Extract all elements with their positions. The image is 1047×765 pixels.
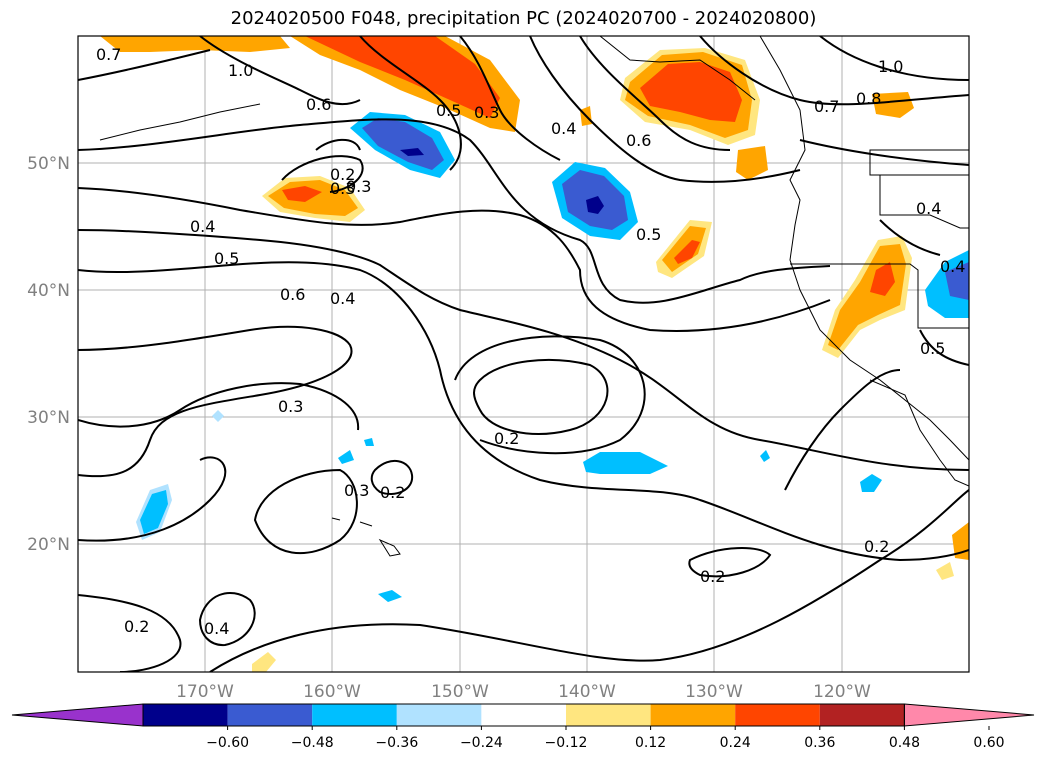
map-plot-area: 0.7 1.0 0.6 0.3 0.5 0.3 0.4 0.6 0.7 0.8 …: [78, 36, 969, 672]
lon-tick-label: 160°W: [303, 682, 361, 702]
positive-anomalies: [100, 36, 969, 672]
contour-label: 0.3: [278, 397, 303, 416]
contour-label: 0.2: [864, 537, 889, 556]
contour-label: 0.7: [96, 45, 121, 64]
colorbar-arrow-left: [11, 703, 144, 727]
lat-tick-label: 30°N: [27, 408, 70, 428]
negative-anomalies: [136, 112, 969, 602]
contour-label: 0.7: [814, 97, 839, 116]
colorbar-tick-label: −0.48: [291, 735, 334, 751]
contour-label: 0.2: [494, 429, 519, 448]
lon-tick-label: 130°W: [685, 682, 743, 702]
colorbar-segment: [650, 704, 736, 726]
contour-label: 0.4: [551, 119, 576, 138]
colorbar-segment: [143, 704, 228, 726]
lon-tick-label: 140°W: [558, 682, 616, 702]
colorbar-segment: [481, 704, 566, 726]
contour-label-group: 0.7 1.0 0.6 0.3 0.5 0.3 0.4 0.6 0.7 0.8 …: [96, 45, 965, 638]
contour-label: 0.3: [330, 179, 355, 198]
colorbar-segment: [819, 704, 905, 726]
lat-tick-label: 40°N: [27, 281, 70, 301]
contour-label: 0.3: [344, 481, 369, 500]
contour-label: 0.6: [626, 131, 651, 150]
lon-tick-label: 120°W: [813, 682, 871, 702]
contour-label: 0.3: [346, 177, 371, 196]
contour-label: 0.4: [916, 199, 941, 218]
colorbar-segment: [396, 704, 482, 726]
contour-label: 0.2: [380, 483, 405, 502]
colorbar-tick-label: 0.12: [635, 735, 666, 751]
lat-tick-label: 50°N: [27, 154, 70, 174]
colorbar-segment: [566, 704, 651, 726]
colorbar-tick-label: −0.60: [206, 735, 249, 751]
colorbar-arrow-right: [903, 703, 1035, 727]
contour-label: 0.3: [474, 103, 499, 122]
colorbar-tick-label: −0.24: [460, 735, 503, 751]
lon-tick-label: 170°W: [176, 682, 234, 702]
contour-label: 0.5: [636, 225, 661, 244]
colorbar: −0.60 −0.48 −0.36 −0.24 −0.12 0.12 0.24 0.36 0.4…: [11, 703, 1035, 751]
colorbar-frame: [142, 703, 905, 727]
colorbar-tick-label: −0.36: [375, 735, 418, 751]
contour-label: 0.5: [214, 249, 239, 268]
plot-frame: [77, 35, 970, 673]
coastlines: [99, 36, 969, 557]
lon-tick-label: 150°W: [431, 682, 489, 702]
lat-tick-label: 20°N: [27, 535, 70, 555]
gridlines: [78, 36, 969, 672]
contour-label: 0.4: [330, 289, 355, 308]
colorbar-tick-label: 0.24: [720, 735, 751, 751]
contour-label: 0.8: [856, 89, 881, 108]
contour-label: 0.6: [280, 285, 305, 304]
contour-label: 1.0: [228, 61, 253, 80]
contour-label: 0.5: [436, 101, 461, 120]
colorbar-tick-label: 0.48: [889, 735, 920, 751]
colorbar-tick-label: 0.36: [804, 735, 835, 751]
contour-label: 0.2: [330, 165, 355, 184]
contour-label: 0.4: [940, 257, 965, 276]
colorbar-segment: [312, 704, 397, 726]
map-title: 2024020500 F048, precipitation PC (20240…: [230, 8, 817, 29]
colorbar-segment: [735, 704, 820, 726]
colorbar-segment: [227, 704, 313, 726]
contour-label: 0.5: [920, 339, 945, 358]
contour-label: 0.6: [306, 95, 331, 114]
contour-label: 0.4: [190, 217, 215, 236]
contour-label: 1.0: [878, 57, 903, 76]
contour-label: 0.2: [700, 567, 725, 586]
colorbar-tick-label: −0.12: [545, 735, 588, 751]
lon-axis: 170°W 160°W 150°W 140°W 130°W 120°W: [176, 682, 871, 702]
contour-label: 0.2: [124, 617, 149, 636]
contour-label: 0.4: [204, 619, 229, 638]
lat-axis: 50°N 40°N 30°N 20°N: [27, 154, 70, 555]
contour-lines: [78, 36, 969, 672]
colorbar-tick-label: 0.60: [973, 735, 1004, 751]
